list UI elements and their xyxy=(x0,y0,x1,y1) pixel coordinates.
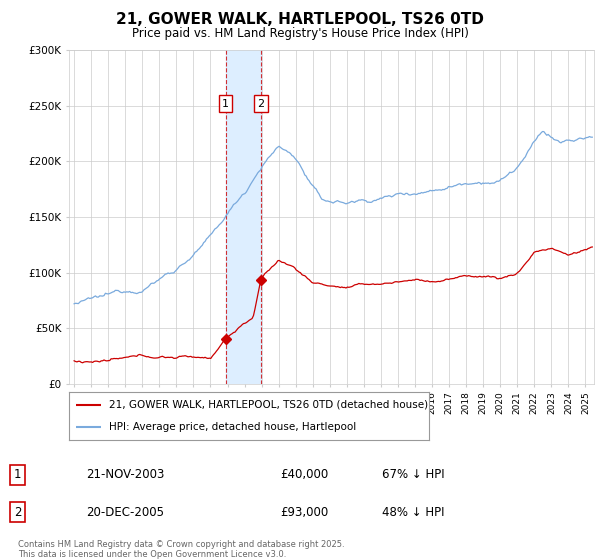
Text: 20-DEC-2005: 20-DEC-2005 xyxy=(86,506,164,519)
Text: £93,000: £93,000 xyxy=(280,506,328,519)
Text: Contains HM Land Registry data © Crown copyright and database right 2025.
This d: Contains HM Land Registry data © Crown c… xyxy=(18,540,344,559)
Bar xyxy=(226,50,261,384)
Text: 21, GOWER WALK, HARTLEPOOL, TS26 0TD: 21, GOWER WALK, HARTLEPOOL, TS26 0TD xyxy=(116,12,484,27)
Text: 1: 1 xyxy=(222,99,229,109)
Text: 67% ↓ HPI: 67% ↓ HPI xyxy=(383,468,445,481)
Text: 21-NOV-2003: 21-NOV-2003 xyxy=(86,468,164,481)
Text: HPI: Average price, detached house, Hartlepool: HPI: Average price, detached house, Hart… xyxy=(109,422,356,432)
Text: 2: 2 xyxy=(14,506,22,519)
Text: 2: 2 xyxy=(257,99,265,109)
Text: 1: 1 xyxy=(14,468,22,481)
Text: 48% ↓ HPI: 48% ↓ HPI xyxy=(383,506,445,519)
Text: £40,000: £40,000 xyxy=(280,468,328,481)
Text: 21, GOWER WALK, HARTLEPOOL, TS26 0TD (detached house): 21, GOWER WALK, HARTLEPOOL, TS26 0TD (de… xyxy=(109,400,428,410)
Text: Price paid vs. HM Land Registry's House Price Index (HPI): Price paid vs. HM Land Registry's House … xyxy=(131,27,469,40)
